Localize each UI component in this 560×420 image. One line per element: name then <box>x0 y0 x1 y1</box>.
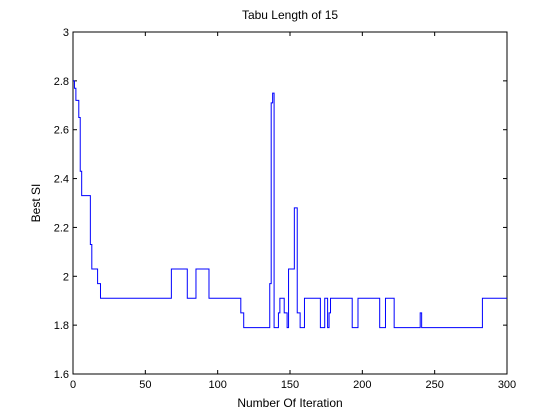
x-tick-label: 250 <box>425 379 443 391</box>
x-tick-label: 150 <box>281 379 299 391</box>
y-tick-label: 2.4 <box>54 174 69 186</box>
tick-marks <box>72 31 508 375</box>
y-tick-label: 2.2 <box>54 222 69 234</box>
best-si-line <box>73 80 507 329</box>
chart-title: Tabu Length of 15 <box>242 8 338 22</box>
x-tick-label: 100 <box>208 379 226 391</box>
y-tick-label: 3 <box>63 27 69 39</box>
x-tick-label: 50 <box>139 379 151 391</box>
axes-box <box>72 31 508 375</box>
x-tick-label: 300 <box>498 379 516 391</box>
plot-area: 0 50 100 150 200 250 300 1.6 1.8 2 2.2 2.4 2.6 2.8 3 <box>54 27 516 391</box>
y-tick-label: 2.8 <box>54 76 69 88</box>
y-axis-label: Best SI <box>29 184 43 223</box>
x-axis-label: Number Of Iteration <box>237 396 342 410</box>
y-tick-label: 1.8 <box>54 320 69 332</box>
y-tick-label: 2.6 <box>54 125 69 137</box>
tick-labels: 0 50 100 150 200 250 300 1.6 1.8 2 2.2 2.4 2.6 2.8 3 <box>54 27 516 391</box>
x-tick-label: 200 <box>353 379 371 391</box>
y-tick-label: 2 <box>63 271 69 283</box>
x-tick-label: 0 <box>70 379 76 391</box>
y-tick-label: 1.6 <box>54 369 69 381</box>
